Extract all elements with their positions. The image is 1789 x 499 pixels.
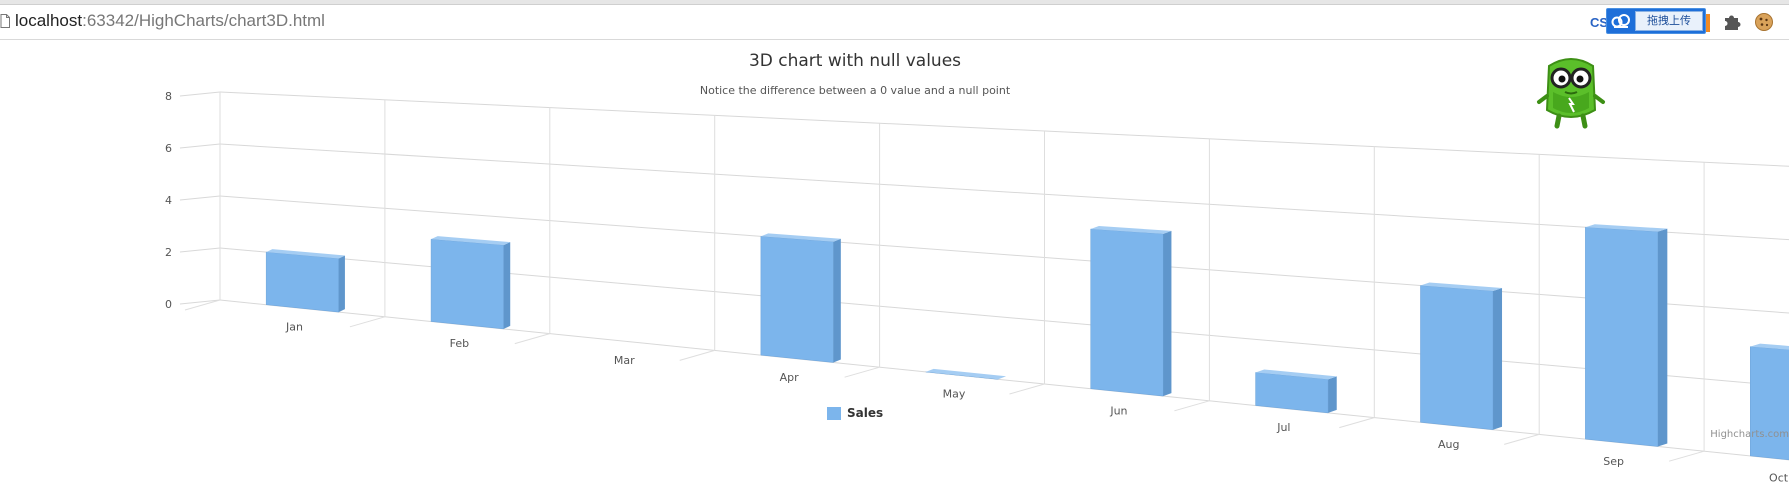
url-path: :63342/HighCharts/chart3D.html (82, 11, 325, 30)
url-host: localhost (15, 11, 83, 30)
x-tick-label-feb: Feb (450, 337, 469, 350)
bar-top-face[interactable] (1750, 343, 1789, 353)
bar-jul[interactable] (1255, 369, 1337, 414)
tab-strip (0, 0, 1789, 5)
chart-subtitle: Notice the difference between a 0 value … (699, 84, 1011, 97)
x-tick-label-apr: Apr (780, 371, 800, 384)
y-tick-label: 4 (165, 194, 172, 207)
cloud-icon (1611, 14, 1630, 28)
floor-line-8 (1504, 433, 1540, 445)
gridline-y-6 (219, 143, 1789, 241)
gridline-side-4 (179, 195, 221, 201)
bar-side-face[interactable] (1493, 287, 1503, 430)
cookie-icon[interactable] (1754, 12, 1774, 32)
floor-line-1 (349, 316, 386, 328)
page-icon (0, 14, 10, 28)
bar-jun[interactable] (1090, 226, 1172, 397)
bar-may[interactable] (925, 368, 1007, 380)
bar-side-face[interactable] (1163, 230, 1172, 397)
bar-front-face[interactable] (430, 238, 504, 330)
bar-top-face[interactable] (1585, 224, 1668, 232)
bar-top-face[interactable] (1255, 369, 1337, 380)
floor-line-3 (679, 349, 715, 361)
legend-swatch (827, 407, 841, 420)
y-tick-label: 8 (165, 90, 172, 103)
credits-link[interactable]: Highcharts.com (1710, 429, 1789, 440)
bar-top-face[interactable] (760, 233, 841, 242)
x-tick-label-oct: Oct (1769, 472, 1789, 485)
x-tick-label-sep: Sep (1603, 455, 1624, 468)
bar-feb[interactable] (430, 236, 511, 330)
bar-side-face[interactable] (338, 255, 345, 313)
bar-top-face[interactable] (1090, 226, 1172, 234)
bar-front-face[interactable] (1090, 228, 1164, 397)
url-text[interactable]: localhost:63342/HighCharts/chart3D.html (15, 11, 325, 31)
chart-grid (179, 91, 1789, 462)
bar-side-face[interactable] (503, 242, 511, 329)
legend-label: Sales (847, 406, 884, 420)
bar-top-face[interactable] (1420, 282, 1503, 291)
bar-front-face[interactable] (1585, 226, 1659, 447)
floor-line-4 (844, 366, 880, 378)
bar-top-face[interactable] (266, 249, 345, 259)
gridline-y-0 (219, 299, 1789, 461)
cs-extension-button[interactable]: CS (1590, 15, 1609, 30)
address-bar[interactable]: localhost:63342/HighCharts/chart3D.html … (0, 5, 1789, 40)
bar-aug[interactable] (1420, 282, 1503, 430)
x-tick-label-jun: Jun (1109, 404, 1127, 417)
gridline-side-6 (179, 143, 221, 149)
bar-side-face[interactable] (1657, 228, 1668, 447)
floor-line-2 (514, 333, 550, 345)
bar-front-face[interactable] (1750, 346, 1789, 464)
upload-button[interactable]: 拖拽上传 (1635, 11, 1703, 31)
bar-front-face[interactable] (1255, 372, 1329, 414)
floor-line-7 (1339, 417, 1375, 429)
bar-side-face[interactable] (833, 238, 841, 363)
floor-line-9 (1668, 450, 1705, 462)
x-tick-label-jul: Jul (1276, 421, 1290, 434)
bar-sep[interactable] (1585, 224, 1668, 447)
floor-line-5 (1009, 383, 1045, 395)
bar-jan[interactable] (265, 249, 345, 313)
y-tick-label: 0 (165, 298, 172, 311)
bar-top-face[interactable] (925, 368, 1007, 380)
floor-line-0 (184, 299, 221, 311)
bar-apr[interactable] (760, 233, 841, 363)
x-tick-label-may: May (943, 388, 966, 401)
bar-front-face[interactable] (265, 251, 339, 313)
chart-title: 3D chart with null values (748, 51, 962, 71)
mascot-image (1537, 58, 1605, 129)
chart-bars[interactable] (265, 224, 1789, 464)
bar-oct[interactable] (1750, 343, 1789, 464)
bar-front-face[interactable] (760, 236, 834, 363)
gridline-side-0 (179, 299, 221, 305)
x-tick-label-jan: Jan (285, 320, 303, 333)
puzzle-icon[interactable] (1722, 12, 1742, 32)
y-tick-label: 2 (165, 246, 172, 259)
x-tick-label-aug: Aug (1438, 438, 1459, 451)
extension-badge (1706, 14, 1710, 32)
x-tick-label-mar: Mar (614, 354, 635, 367)
bar-front-face[interactable] (1420, 285, 1494, 430)
x-axis-labels: Jan Feb Mar Apr May Jun Jul Aug Sep Oct (285, 320, 1789, 484)
bar-side-face[interactable] (1328, 376, 1337, 413)
upload-extension[interactable]: 拖拽上传 (1606, 8, 1706, 34)
floor-line-6 (1174, 400, 1210, 412)
y-axis-labels: 0 2 4 6 8 (165, 90, 172, 311)
gridline-side-8 (179, 91, 221, 97)
legend-item-sales[interactable]: Sales (827, 406, 883, 422)
y-tick-label: 6 (165, 142, 172, 155)
gridline-side-2 (179, 247, 221, 253)
bar-top-face[interactable] (431, 236, 511, 246)
